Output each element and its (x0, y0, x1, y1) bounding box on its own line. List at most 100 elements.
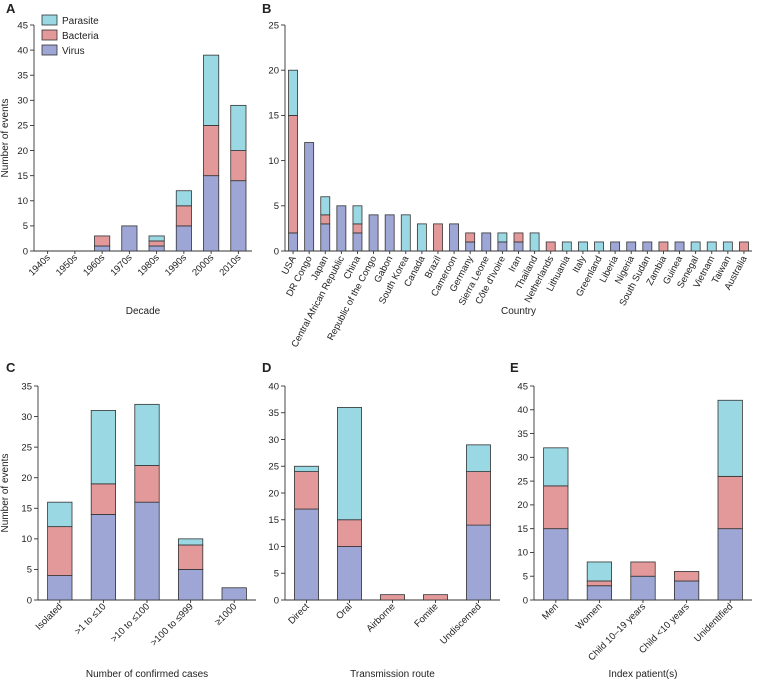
bar-bacteria (90, 483, 117, 515)
x-tick-label: 1990s (163, 252, 189, 278)
y-tick-label: 5 (274, 569, 279, 580)
y-tick-label: 35 (517, 429, 528, 440)
y-tick-label: 15 (517, 524, 528, 535)
legend-label-parasite: Parasite (62, 16, 99, 27)
x-axis-title: Transmission route (350, 669, 435, 680)
bar-virus (465, 241, 476, 252)
bar-virus (294, 508, 319, 601)
y-tick-label: 20 (268, 66, 279, 77)
panel-letter: E (510, 360, 519, 375)
bar-bacteria (739, 241, 749, 252)
bar-virus (674, 241, 685, 252)
bar-bacteria (380, 594, 405, 601)
y-tick-label: 0 (274, 246, 279, 257)
x-tick-label: Isolated (34, 601, 65, 632)
y-tick-label: 20 (17, 146, 28, 157)
y-tick-label: 25 (21, 442, 32, 453)
x-tick-label: >1 to ≤10 (73, 601, 109, 637)
bar-parasite (717, 399, 743, 477)
bar-parasite (706, 241, 717, 252)
bar-bacteria (586, 580, 613, 587)
bar-bacteria (545, 241, 556, 252)
bar-virus (642, 241, 653, 252)
x-tick-label: 1970s (108, 252, 134, 278)
legend-label-virus: Virus (62, 46, 85, 57)
bar-bacteria (175, 205, 192, 227)
x-tick-label: Fomite (412, 601, 440, 629)
bar-parasite (134, 403, 160, 466)
x-axis-title: Decade (126, 306, 161, 317)
bar-virus (586, 585, 613, 601)
bar-virus (337, 546, 362, 601)
bar-parasite (400, 214, 411, 252)
bar-virus (717, 528, 743, 601)
bar-parasite (230, 104, 247, 151)
bar-bacteria (673, 571, 700, 582)
x-axis-title: Number of confirmed cases (86, 669, 208, 680)
x-tick-label: Undiscerned (438, 601, 483, 646)
panel-letter: A (6, 1, 16, 16)
bar-parasite (288, 69, 298, 116)
legend-label-bacteria: Bacteria (62, 31, 99, 42)
y-tick-label: 40 (517, 405, 528, 416)
bar-virus (336, 205, 347, 252)
bar-bacteria (294, 471, 319, 510)
bar-virus (630, 575, 656, 601)
bar-parasite (177, 538, 204, 546)
y-tick-label: 35 (21, 381, 32, 392)
bar-parasite (148, 235, 165, 242)
bar-virus (288, 232, 298, 252)
y-tick-label: 10 (268, 156, 279, 167)
x-tick-label: 1950s (54, 252, 80, 278)
y-tick-label: 35 (17, 71, 28, 82)
y-tick-label: 0 (23, 246, 28, 257)
y-tick-label: 5 (27, 565, 32, 576)
x-axis-title: Country (501, 306, 536, 317)
x-tick-label: Direct (286, 601, 312, 627)
y-tick-label: 20 (21, 473, 32, 484)
panel-d: D 0 5 10 15 20 25 30 35 40 Direct Oral Airborne Fomit… (262, 360, 500, 680)
bar-bacteria (352, 223, 363, 234)
bar-parasite (90, 410, 117, 485)
bar-bacteria (320, 214, 331, 225)
legend: Parasite Bacteria Virus (41, 14, 99, 57)
bar-bacteria (543, 485, 569, 530)
y-tick-label: 35 (268, 408, 279, 419)
y-tick-label: 45 (17, 20, 28, 31)
bar-parasite (466, 444, 491, 473)
bar-parasite (497, 232, 508, 243)
bar-virus (513, 241, 524, 252)
x-tick-label: Women (574, 601, 605, 632)
panel-a: A 0 5 10 15 20 25 30 35 40 45 Number of events 1940s… (0, 1, 252, 317)
y-tick-label: 30 (21, 412, 32, 423)
bar-parasite (529, 232, 540, 252)
x-tick-label: Men (540, 601, 561, 622)
x-tick-label: Unidentified (692, 601, 735, 644)
y-tick-label: 0 (274, 595, 279, 606)
bar-virus (368, 214, 379, 252)
y-tick-label: 25 (17, 121, 28, 132)
bar-virus (121, 225, 138, 252)
bar-bacteria (230, 150, 247, 182)
bar-parasite (690, 241, 701, 252)
bar-virus (203, 175, 220, 252)
x-tick-label: ≥1000 (213, 601, 239, 627)
y-axis-title: Number of events (0, 99, 11, 178)
y-tick-label: 30 (517, 453, 528, 464)
bar-bacteria (423, 594, 448, 601)
x-tick-label: 1960s (81, 252, 107, 278)
bar-virus (481, 232, 492, 252)
bar-virus (177, 569, 204, 601)
panel-letter: B (262, 1, 271, 16)
bar-parasite (337, 406, 362, 521)
y-tick-label: 0 (523, 595, 528, 606)
bar-parasite (586, 561, 613, 582)
bar-parasite (543, 447, 569, 487)
bar-virus (352, 232, 363, 252)
y-tick-label: 15 (268, 515, 279, 526)
bar-bacteria (337, 519, 362, 547)
x-tick-label: 2010s (217, 252, 243, 278)
y-tick-label: 10 (268, 542, 279, 553)
